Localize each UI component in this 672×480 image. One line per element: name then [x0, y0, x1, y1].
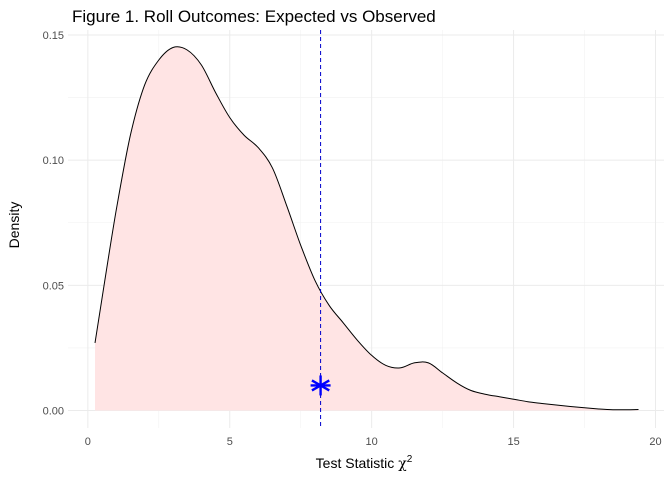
chart-title: Figure 1. Roll Outcomes: Expected vs Obs…: [72, 7, 436, 26]
x-axis-title-superscript: 2: [407, 454, 413, 465]
x-axis-title-text: Test Statistic: [316, 455, 395, 471]
density-area-fill: [95, 46, 639, 411]
x-tick-label: 20: [649, 436, 661, 448]
y-tick-label: 0.10: [43, 155, 64, 167]
y-tick-label: 0.00: [43, 405, 64, 417]
x-tick-label: 0: [85, 436, 91, 448]
y-axis-title: Density: [6, 202, 22, 249]
x-tick-label: 10: [366, 436, 378, 448]
x-axis-title-symbol: χ: [398, 456, 407, 472]
y-tick-label: 0.15: [43, 30, 64, 42]
observed-point-group: [310, 375, 331, 396]
x-tick-label: 15: [507, 436, 519, 448]
density-series: [94, 46, 639, 411]
y-tick-label: 0.05: [43, 280, 64, 292]
x-axis-title: Test Statistic χ2: [316, 454, 413, 472]
density-curve: [94, 46, 639, 411]
x-axis-ticks: 0 5 10 15 20: [85, 436, 662, 448]
x-tick-label: 5: [227, 436, 233, 448]
y-axis-ticks: 0.00 0.05 0.10 0.15: [43, 30, 64, 417]
